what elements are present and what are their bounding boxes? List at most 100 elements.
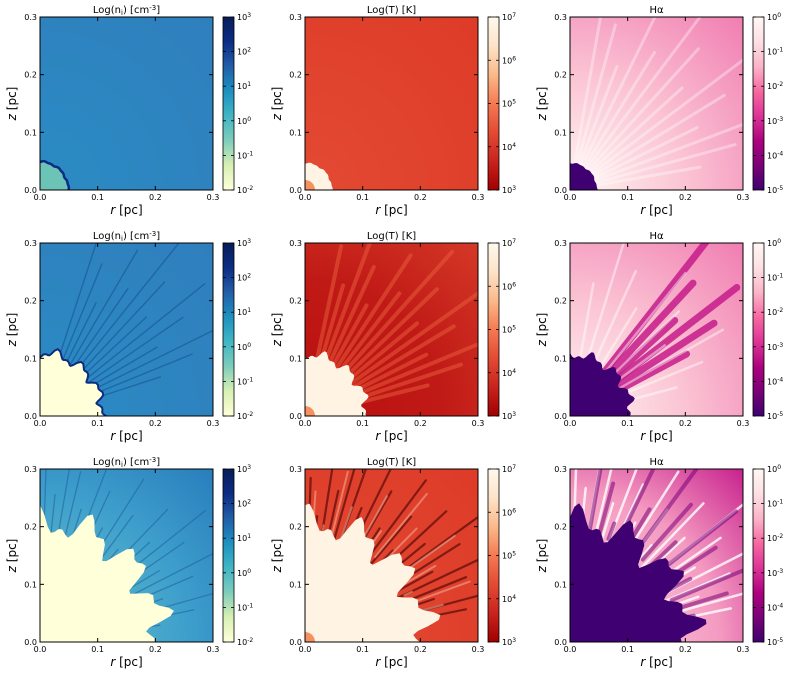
y-tick-label: 0.3 — [24, 13, 37, 22]
colorbar-exponent: 0 — [777, 238, 781, 245]
axes-frame — [39, 468, 214, 643]
colorbar-tick-label: 100 — [237, 342, 251, 352]
colorbar-base: 10 — [237, 638, 247, 647]
ionized-region — [570, 503, 707, 642]
halpha-ray — [612, 319, 718, 390]
title-text: H — [649, 231, 657, 242]
x-tick-label: 0.1 — [621, 419, 634, 428]
colorbar-tick-label: 10-5 — [767, 185, 783, 195]
colorbar-exponent: 3 — [512, 185, 516, 192]
x-axis-unit: [pc] — [380, 429, 407, 443]
density-ray — [65, 301, 97, 363]
y-tick-label: 0.0 — [289, 186, 302, 195]
x-axis-symbol: r — [640, 429, 646, 443]
colorbar-tick-label: 10-1 — [767, 47, 783, 57]
x-tick-label: 0.1 — [356, 193, 369, 202]
halpha-ray — [610, 284, 741, 386]
colorbar-tick-label: 101 — [237, 307, 251, 317]
x-axis-label: r [pc] — [375, 655, 407, 669]
halpha-ray — [580, 17, 702, 176]
x-axis-unit: [pc] — [645, 655, 672, 669]
x-tick-label: 0.1 — [91, 419, 104, 428]
x-axis-label: r [pc] — [640, 203, 672, 217]
panel-r3c2: 0.0 0.1 0.2 0.30.00.10.20.3r [pc]z [pc]Log(… — [270, 457, 516, 669]
temperature-ray — [353, 342, 478, 397]
y-tick-label: 0.2 — [554, 523, 567, 532]
colorbar-base: 10 — [237, 500, 247, 509]
y-tick-label: 0.1 — [289, 580, 302, 589]
colorbar-base: 10 — [767, 239, 777, 248]
y-tick-label: 0.3 — [554, 239, 567, 248]
halpha-ray — [588, 165, 702, 188]
y-axis-label: z [pc] — [270, 87, 284, 122]
axes-frame — [39, 242, 214, 417]
y-tick-label: 0.2 — [289, 297, 302, 306]
temperature-ray — [333, 253, 413, 372]
x-axis-unit: [pc] — [645, 203, 672, 217]
colorbar-base: 10 — [237, 274, 247, 283]
halpha-ray — [669, 568, 743, 602]
panel-image — [305, 17, 478, 190]
x-axis-label: r [pc] — [640, 655, 672, 669]
temperature-ray — [314, 244, 344, 365]
colorbar-exponent: 3 — [247, 464, 251, 471]
y-tick-label: 0.0 — [554, 638, 567, 647]
colorbar-exponent: -4 — [777, 376, 783, 383]
colorbar-tick-label: 100 — [767, 12, 781, 22]
colorbar-base: 10 — [767, 13, 777, 22]
panel-title: Log(ni) [cm-3] — [93, 4, 160, 17]
halpha-ray — [573, 23, 617, 173]
temperature-ray — [363, 479, 427, 564]
x-tick-label: 0.3 — [472, 193, 485, 202]
x-axis-symbol: r — [640, 655, 646, 669]
y-tick-label: 0.3 — [554, 465, 567, 474]
panel-image — [40, 243, 213, 416]
y-axis-unit: [pc] — [5, 87, 19, 114]
colorbar-base: 10 — [767, 569, 777, 578]
colorbar-base: 10 — [767, 534, 777, 543]
y-tick-label: 0.3 — [24, 239, 37, 248]
colorbar-base: 10 — [237, 534, 247, 543]
title-text: Log(n — [93, 457, 121, 468]
title-superscript: -3 — [149, 4, 156, 12]
colorbar-tick-label: 103 — [502, 411, 516, 421]
halpha-ray — [612, 344, 667, 385]
colorbar-exponent: 0 — [247, 568, 251, 575]
halpha-ray — [603, 279, 697, 380]
halpha-ray — [584, 58, 743, 180]
x-tick-label: 0.3 — [737, 193, 750, 202]
temperature-ray — [356, 383, 430, 405]
panel-r3c1: 0.0 0.1 0.2 0.30.00.10.20.3r [pc]z [pc]Log(… — [5, 456, 253, 669]
colorbar-base: 10 — [767, 48, 777, 57]
y-axis-symbol: z — [5, 113, 19, 121]
x-tick-label: 0.1 — [356, 419, 369, 428]
halpha-ray — [603, 271, 687, 375]
colorbar-tick-label: 103 — [237, 464, 251, 474]
colorbar-tick-label: 10-2 — [767, 81, 783, 91]
y-tick-label: 0.0 — [289, 638, 302, 647]
colorbar-base: 10 — [237, 186, 247, 195]
y-tick-label: 0.0 — [554, 186, 567, 195]
x-tick-label: 0.1 — [621, 645, 634, 654]
halpha-ray — [607, 316, 679, 383]
colorbar-base: 10 — [502, 508, 512, 517]
colorbar-base: 10 — [767, 308, 777, 317]
panel-image — [305, 243, 478, 416]
x-tick-label: 0.3 — [737, 419, 750, 428]
colorbar-tick-label: 10-2 — [767, 307, 783, 317]
colorbar-base: 10 — [237, 13, 247, 22]
y-tick-label: 0.0 — [24, 186, 37, 195]
y-axis-unit: [pc] — [270, 539, 284, 566]
y-tick-label: 0.0 — [554, 412, 567, 421]
colorbar-exponent: -1 — [777, 499, 783, 506]
density-ray — [69, 249, 139, 365]
title-superscript: -3 — [149, 456, 156, 464]
axes-frame — [569, 16, 744, 191]
y-axis-symbol: z — [535, 339, 549, 347]
colorbar-base: 10 — [502, 13, 512, 22]
density-ray — [76, 243, 179, 370]
colorbar-base: 10 — [767, 343, 777, 352]
colorbar-tick-label: 10-2 — [237, 637, 253, 647]
density-ray — [56, 469, 71, 545]
colorbar-base: 10 — [767, 465, 777, 474]
